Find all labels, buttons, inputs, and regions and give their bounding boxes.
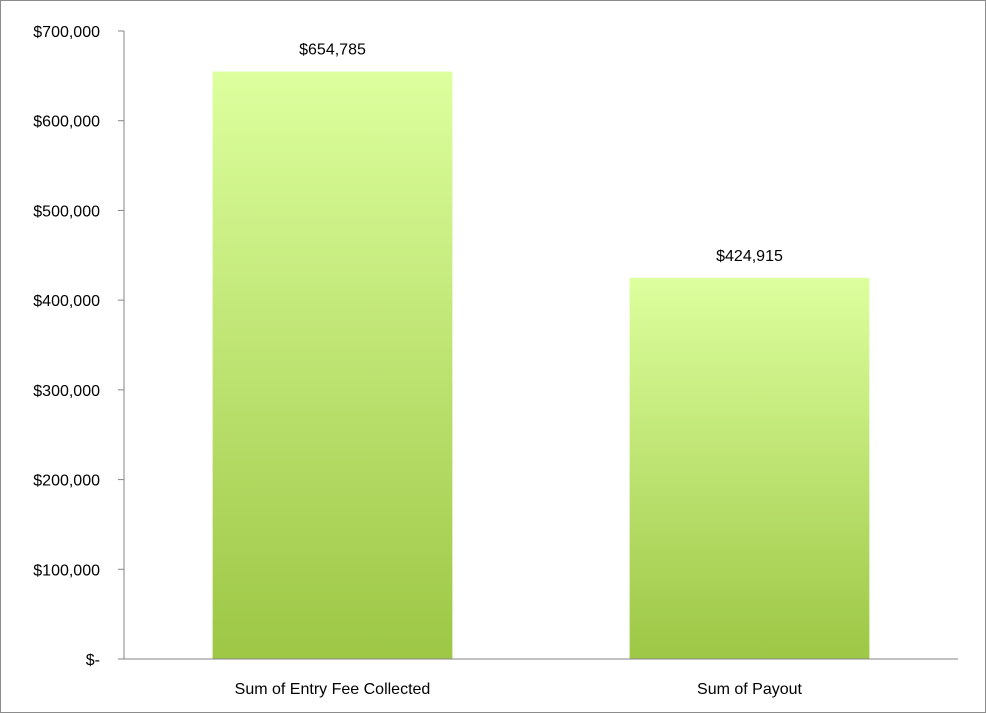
y-tick-label: $500,000 (33, 203, 100, 220)
bar (629, 277, 870, 659)
data-labels: $654,785 $424,915 (299, 42, 783, 265)
bar-value-label: $654,785 (299, 42, 366, 59)
bars (212, 71, 870, 659)
category-labels: Sum of Entry Fee Collected Sum of Payout (235, 681, 803, 698)
axes (118, 31, 958, 660)
y-tick-label: $600,000 (33, 114, 100, 131)
y-tick-label: $400,000 (33, 293, 100, 310)
bar (212, 71, 453, 659)
y-tick-label: $700,000 (33, 24, 100, 41)
bar-value-label: $424,915 (716, 248, 783, 265)
y-tick-label: $100,000 (33, 562, 100, 579)
y-tick-label: $300,000 (33, 383, 100, 400)
y-axis-ticks: $- $100,000 $200,000 $300,000 $400,000 $500,0… (33, 24, 124, 669)
y-tick-label: $200,000 (33, 473, 100, 490)
category-label: Sum of Entry Fee Collected (235, 681, 431, 698)
category-label: Sum of Payout (697, 681, 803, 698)
y-tick-label: $- (86, 652, 100, 669)
